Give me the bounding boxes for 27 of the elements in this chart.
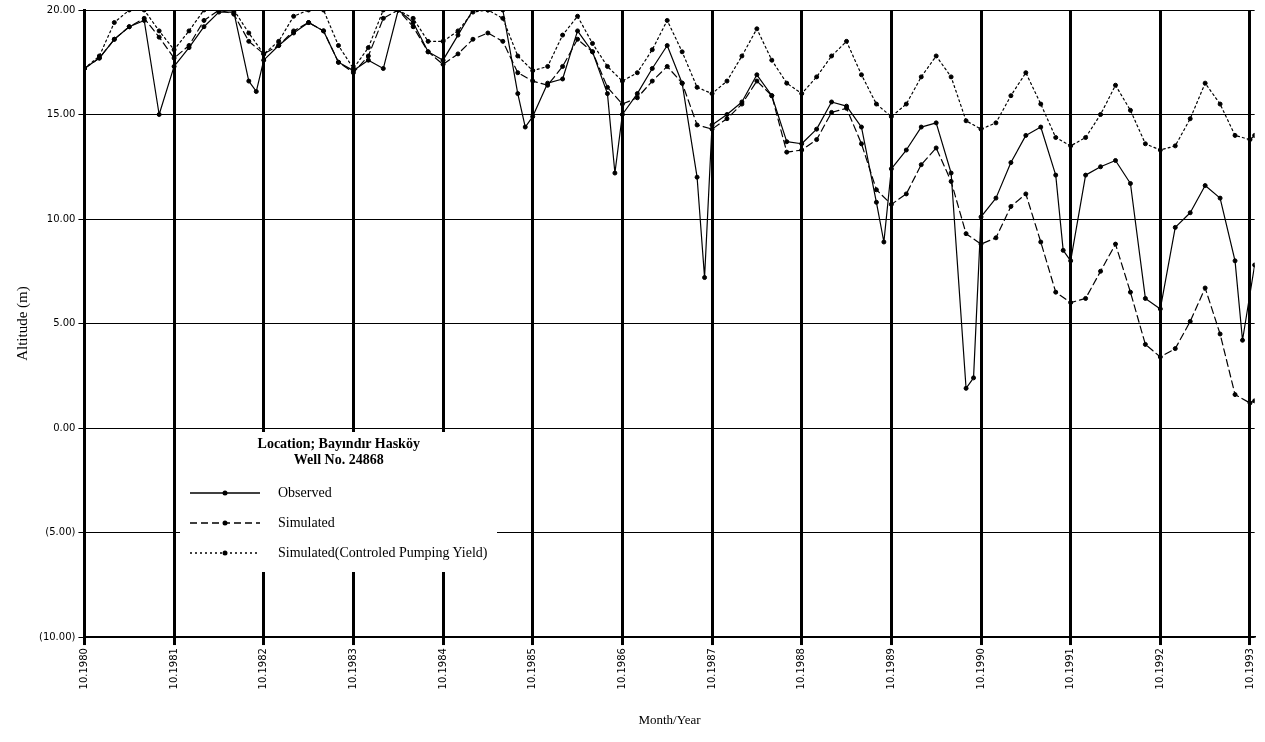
x-tick-label: 10.1986 <box>615 648 627 690</box>
x-tick-label: 10.1990 <box>974 648 986 690</box>
y-tick-label: 10.00 <box>46 212 76 224</box>
x-tick-label: 10.1991 <box>1064 648 1076 690</box>
y-tick-label: 15.00 <box>46 108 76 120</box>
x-tick-label: 10.1992 <box>1153 648 1165 690</box>
x-tick-label: 10.1984 <box>436 648 448 690</box>
y-axis-title: Altitude (m) <box>13 286 31 361</box>
y-tick-label: 20.00 <box>46 3 76 15</box>
x-tick-label: 10.1980 <box>78 648 90 690</box>
x-tick-label: 10.1988 <box>795 648 807 690</box>
legend-label: Simulated(Controled Pumping Yield) <box>278 545 488 561</box>
legend-label: Observed <box>278 485 332 501</box>
x-axis-title: Month/Year <box>638 711 702 727</box>
legend-title: Location; Bayındır Hasköy Well No. 24868 <box>256 436 421 468</box>
x-tick-label: 10.1982 <box>257 648 269 690</box>
legend-label: Simulated <box>278 515 335 531</box>
x-tick-label: 10.1989 <box>884 648 896 690</box>
x-tick-label: 10.1987 <box>705 648 717 690</box>
x-tick-label: 10.1981 <box>167 648 179 690</box>
y-tick-label: (5.00) <box>45 526 76 538</box>
y-tick-label: 5.00 <box>53 317 76 329</box>
x-tick-label: 10.1983 <box>347 648 358 690</box>
y-tick-label: 0.00 <box>53 421 76 433</box>
x-tick-label: 10.1985 <box>526 648 538 690</box>
x-tick-label: 10.1993 <box>1243 648 1255 690</box>
y-tick-label: (10.00) <box>38 630 76 642</box>
